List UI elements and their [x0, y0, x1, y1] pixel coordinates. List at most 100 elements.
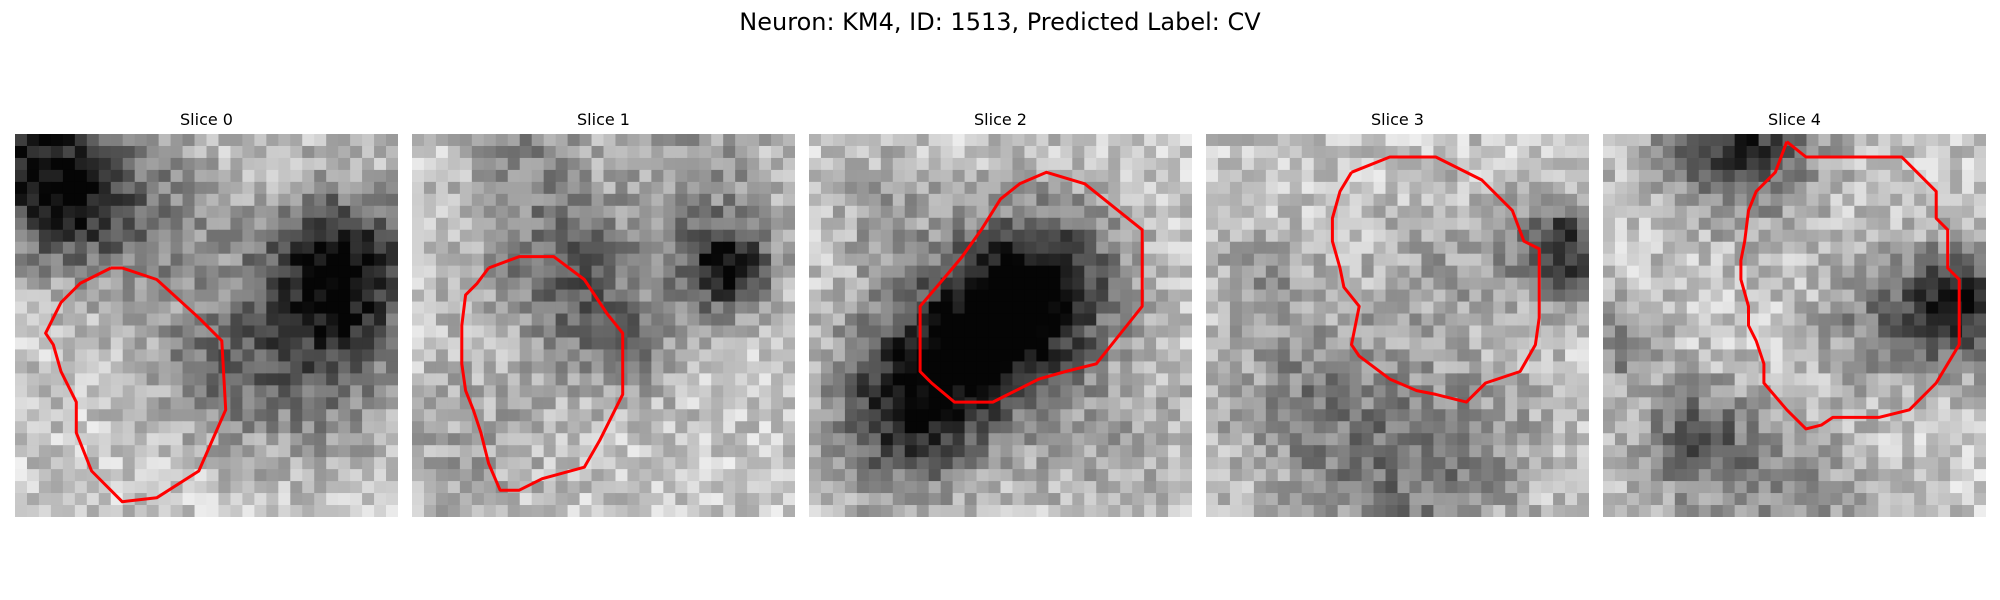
- image-pixel: [423, 493, 437, 506]
- image-pixel: [1206, 385, 1219, 398]
- image-pixel: [844, 361, 858, 374]
- image-pixel: [663, 481, 676, 494]
- image-pixel: [86, 349, 100, 363]
- image-pixel: [1553, 385, 1566, 398]
- image-pixel: [122, 469, 136, 482]
- image-pixel: [326, 361, 339, 374]
- image-pixel: [1325, 157, 1339, 171]
- image-pixel: [856, 337, 870, 351]
- image-pixel: [603, 445, 617, 458]
- image-pixel: [783, 337, 795, 351]
- image-pixel: [531, 277, 545, 291]
- image-pixel: [759, 505, 772, 517]
- image-pixel: [868, 325, 882, 339]
- image-pixel: [615, 205, 629, 219]
- image-pixel: [1409, 349, 1423, 363]
- image-pixel: [1842, 145, 1855, 159]
- image-pixel: [675, 157, 688, 171]
- image-pixel: [290, 469, 303, 482]
- image-pixel: [495, 385, 509, 398]
- image-pixel: [74, 169, 88, 183]
- image-pixel: [412, 481, 425, 494]
- image-pixel: [1253, 409, 1267, 422]
- image-pixel: [1036, 229, 1049, 243]
- image-pixel: [1385, 457, 1399, 470]
- image-pixel: [1890, 157, 1903, 171]
- image-pixel: [266, 253, 279, 267]
- image-pixel: [1866, 134, 1879, 147]
- image-pixel: [1289, 229, 1303, 243]
- image-pixel: [1517, 241, 1530, 255]
- image-pixel: [988, 493, 1002, 506]
- image-pixel: [675, 205, 688, 219]
- image-pixel: [110, 313, 124, 327]
- image-pixel: [98, 349, 112, 363]
- image-pixel: [290, 289, 303, 303]
- image-pixel: [747, 265, 760, 279]
- image-pixel: [1289, 193, 1303, 207]
- image-pixel: [459, 277, 473, 291]
- image-pixel: [1108, 421, 1121, 434]
- image-pixel: [1603, 229, 1616, 243]
- image-pixel: [158, 193, 172, 207]
- image-pixel: [723, 253, 736, 267]
- image-pixel: [723, 505, 736, 517]
- image-pixel: [386, 469, 398, 482]
- image-pixel: [1505, 421, 1518, 434]
- image-pixel: [1614, 169, 1628, 183]
- image-pixel: [976, 349, 990, 363]
- image-pixel: [266, 397, 279, 410]
- image-pixel: [1421, 301, 1435, 315]
- image-pixel: [62, 349, 76, 363]
- image-pixel: [1565, 277, 1578, 291]
- image-pixel: [1409, 481, 1423, 494]
- image-pixel: [374, 169, 387, 183]
- image-pixel: [122, 277, 136, 291]
- image-pixel: [723, 373, 736, 386]
- image-pixel: [1481, 217, 1494, 231]
- image-pixel: [1890, 229, 1903, 243]
- image-pixel: [1206, 289, 1219, 303]
- image-pixel: [1938, 193, 1951, 207]
- image-pixel: [1024, 193, 1038, 207]
- image-pixel: [1433, 373, 1446, 386]
- image-pixel: [880, 421, 894, 434]
- image-pixel: [844, 481, 858, 494]
- image-pixel: [62, 313, 76, 327]
- image-pixel: [1505, 217, 1518, 231]
- image-pixel: [326, 397, 339, 410]
- image-pixel: [1577, 409, 1589, 422]
- image-pixel: [26, 169, 40, 183]
- image-pixel: [591, 217, 605, 231]
- image-pixel: [182, 433, 196, 446]
- image-pixel: [15, 445, 28, 458]
- image-pixel: [1060, 385, 1073, 398]
- image-pixel: [723, 277, 736, 291]
- image-pixel: [1108, 457, 1121, 470]
- image-pixel: [1229, 241, 1243, 255]
- image-pixel: [1770, 349, 1784, 363]
- image-pixel: [412, 301, 425, 315]
- image-pixel: [844, 445, 858, 458]
- image-pixel: [1878, 445, 1891, 458]
- image-pixel: [809, 289, 822, 303]
- image-pixel: [1072, 229, 1085, 243]
- image-pixel: [964, 289, 978, 303]
- image-pixel: [687, 289, 700, 303]
- image-pixel: [182, 493, 196, 506]
- image-pixel: [1878, 265, 1891, 279]
- image-pixel: [1265, 265, 1279, 279]
- image-pixel: [495, 229, 509, 243]
- image-pixel: [98, 445, 112, 458]
- image-pixel: [1469, 145, 1482, 159]
- image-pixel: [988, 457, 1002, 470]
- image-pixel: [1481, 385, 1494, 398]
- image-pixel: [386, 481, 398, 494]
- image-pixel: [1686, 457, 1700, 470]
- image-pixel: [1373, 253, 1387, 267]
- image-pixel: [1926, 397, 1939, 410]
- image-pixel: [278, 169, 291, 183]
- image-pixel: [1842, 337, 1855, 351]
- image-pixel: [964, 301, 978, 315]
- image-pixel: [1758, 205, 1772, 219]
